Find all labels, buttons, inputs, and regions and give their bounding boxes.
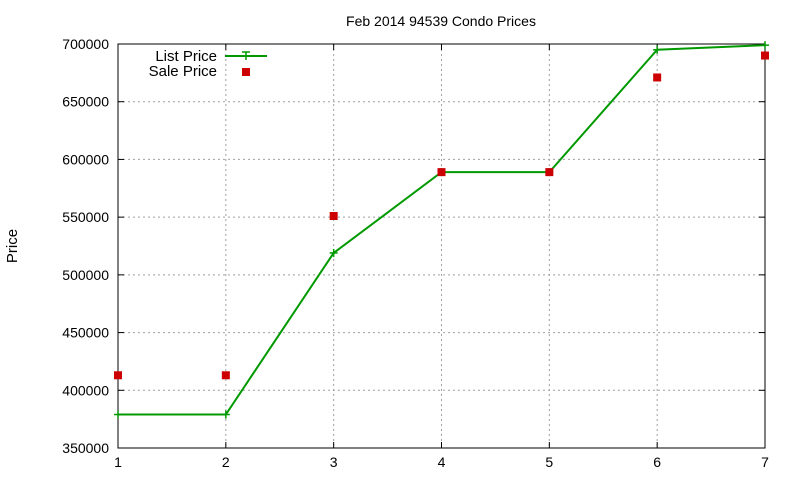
list-price-point xyxy=(761,41,769,50)
x-tick-label: 3 xyxy=(330,454,338,470)
x-tick-label: 4 xyxy=(438,454,446,470)
sale-price-point xyxy=(545,168,554,177)
y-tick-label: 450000 xyxy=(62,325,109,341)
grid xyxy=(118,44,765,448)
y-axis-label: Price xyxy=(4,229,21,263)
legend: List Price Sale Price xyxy=(149,48,267,80)
sale-price-point xyxy=(761,51,769,60)
list-price-point xyxy=(221,410,230,419)
legend-label-sale-price: Sale Price xyxy=(149,63,217,80)
list-price-point xyxy=(653,45,662,54)
y-tick-label: 500000 xyxy=(62,267,109,283)
sale-price-point xyxy=(221,371,230,380)
sale-price-point xyxy=(114,371,122,380)
y-tick-label: 600000 xyxy=(62,151,109,167)
list-price-point xyxy=(329,248,338,257)
x-tick-label: 7 xyxy=(761,454,769,470)
x-tick-label: 5 xyxy=(545,454,553,470)
legend-swatch-sale-price xyxy=(242,68,250,76)
y-tick-label: 400000 xyxy=(62,382,109,398)
ticks: 1 2 3 4 5 6 7 350000 400000 450000 500000 550000 600… xyxy=(62,36,769,470)
y-tick-label: 650000 xyxy=(62,94,109,110)
y-tick-label: 350000 xyxy=(62,440,109,456)
y-tick-label: 550000 xyxy=(62,209,109,225)
x-tick-label: 2 xyxy=(222,454,230,470)
legend-label-list-price: List Price xyxy=(155,48,217,65)
sale-price-point xyxy=(653,73,662,82)
series xyxy=(114,41,769,419)
x-tick-label: 6 xyxy=(653,454,661,470)
chart-title: Feb 2014 94539 Condo Prices xyxy=(346,13,536,29)
sale-price-point xyxy=(437,168,446,177)
sale-price-point xyxy=(329,211,338,220)
y-tick-label: 700000 xyxy=(62,36,109,52)
x-tick-label: 1 xyxy=(114,454,122,470)
list-price-point xyxy=(114,410,122,419)
